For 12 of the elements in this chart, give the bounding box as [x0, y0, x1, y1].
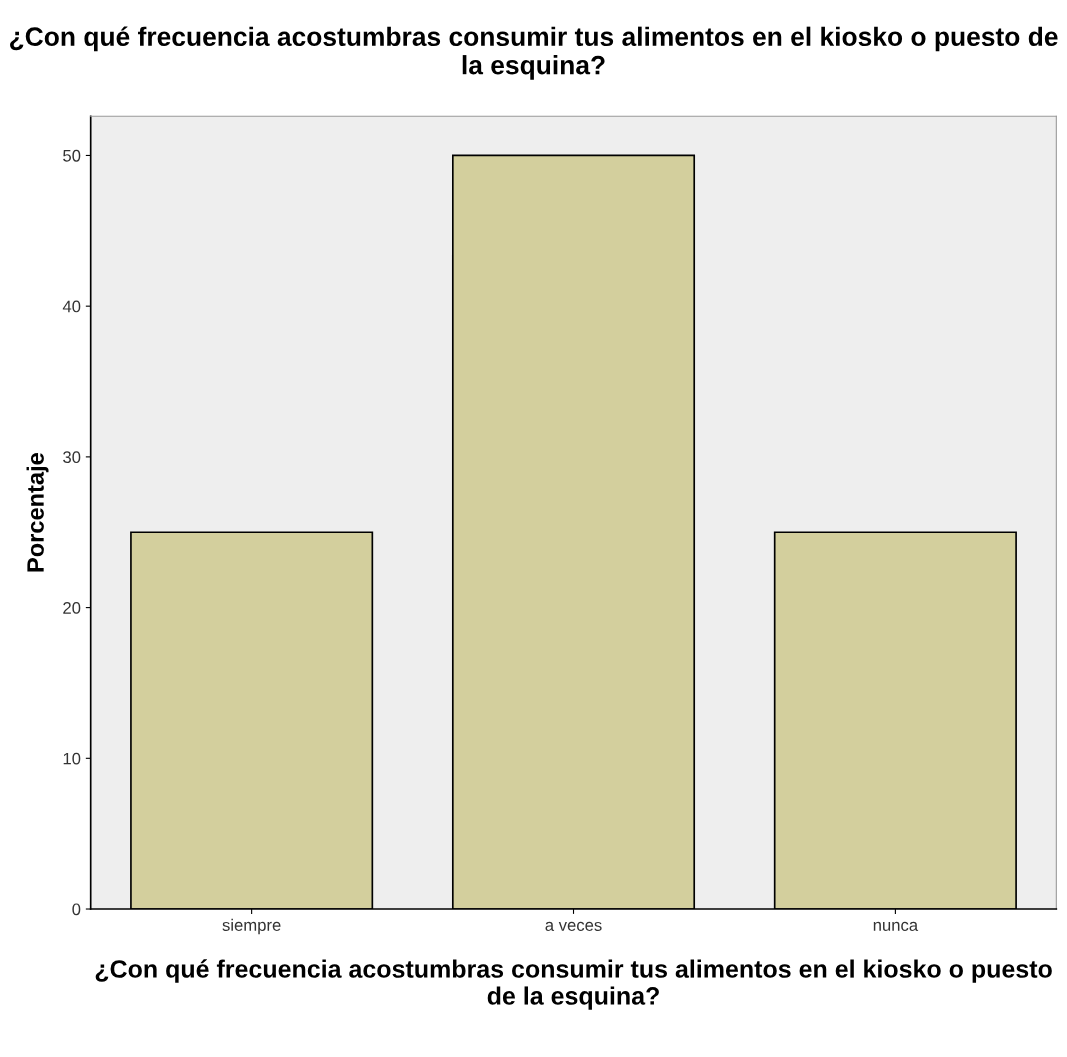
y-tick-label: 0 [72, 903, 81, 916]
y-axis-title: Porcentaje [26, 453, 49, 572]
chart-title: ¿Con qué frecuencia acostumbras consumir tus alimentos en el kiosko o puesto de la esquina? [10, 26, 1058, 80]
y-tick-label: 50 [63, 149, 81, 162]
x-tick-label: nunca [873, 921, 919, 931]
x-tick-label: a veces [545, 921, 602, 931]
y-tick-label: 20 [63, 602, 81, 614]
x-tick-label: siempre [222, 918, 281, 935]
y-tick-label: 40 [62, 300, 81, 313]
y-tick-label: 30 [63, 451, 81, 464]
x-axis-title: ¿Con qué frecuencia acostumbras consumir tus alimentos en el kiosko o puesto de la esquina? [95, 959, 1052, 1010]
y-tick-label: 10 [63, 752, 81, 765]
